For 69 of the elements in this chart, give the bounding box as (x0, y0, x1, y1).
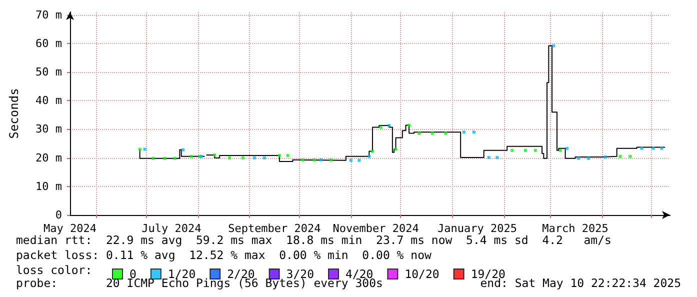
point (286, 154, 290, 158)
point (182, 148, 185, 152)
x-tick-label: September 2024 (228, 222, 322, 235)
point (660, 146, 664, 150)
point (444, 132, 448, 135)
x-tick-label: July 2024 (142, 222, 202, 235)
point (228, 156, 232, 160)
point (394, 148, 398, 151)
y-tick-label: 60 m (36, 36, 62, 50)
x-tick-label: November 2024 (332, 222, 420, 235)
point (577, 156, 580, 160)
y-tick-label: 30 m (36, 122, 62, 136)
point (558, 148, 562, 152)
point (652, 146, 655, 150)
point (262, 156, 266, 160)
y-tick-label: 0 (55, 208, 62, 222)
point (241, 156, 244, 160)
point (487, 156, 490, 160)
y-tick-label: 50 m (36, 66, 62, 79)
x-tick-label: March 2025 (542, 222, 608, 235)
point (190, 154, 193, 158)
point (278, 154, 281, 158)
point (510, 148, 514, 152)
x-tick-label: May 2024 (44, 222, 97, 235)
y-tick-label: 70 m (36, 8, 62, 22)
point (379, 126, 382, 129)
point (319, 158, 322, 162)
y-tick-label: 10 m (36, 180, 62, 193)
point (496, 156, 499, 160)
legend-label: 1/20 (168, 267, 196, 281)
point (143, 148, 146, 151)
point (368, 154, 371, 158)
point (301, 158, 304, 162)
legend-label: 3/20 (286, 267, 314, 281)
point (430, 132, 434, 135)
point (628, 154, 632, 158)
point (152, 156, 155, 160)
point (349, 158, 352, 162)
point (408, 124, 411, 127)
point (173, 156, 176, 160)
point (252, 156, 256, 160)
point (388, 124, 391, 128)
legend-label: 19/20 (470, 267, 506, 281)
x-tick-label: January 2025 (437, 222, 517, 235)
legend-title: loss color: (16, 263, 92, 277)
point (472, 130, 476, 134)
point (329, 158, 332, 162)
point (418, 132, 421, 135)
point (163, 156, 166, 160)
point (312, 158, 316, 162)
y-axis-title: Seconds (7, 88, 21, 139)
y-tick-label: 20 m (36, 151, 62, 164)
legend-label: 10/20 (404, 267, 440, 281)
point (604, 155, 607, 158)
point (565, 146, 568, 150)
point (358, 158, 361, 162)
point (552, 44, 556, 48)
y-tick-label: 40 m (36, 94, 62, 108)
point (213, 153, 216, 156)
point (618, 154, 622, 158)
text: packet loss: 0.11 % avg 12.52 % max 0.00 % min 0.00 % now (16, 248, 432, 262)
point (462, 130, 466, 134)
point (587, 156, 590, 160)
point (640, 146, 644, 150)
point (524, 148, 527, 152)
point (534, 148, 537, 152)
point (138, 148, 142, 151)
point (370, 150, 374, 153)
text: median rtt: 22.9 ms avg 59.2 ms max 18.8 ms min 23.7 ms now 5.4 ms sd 4.2 am/s (16, 233, 612, 247)
